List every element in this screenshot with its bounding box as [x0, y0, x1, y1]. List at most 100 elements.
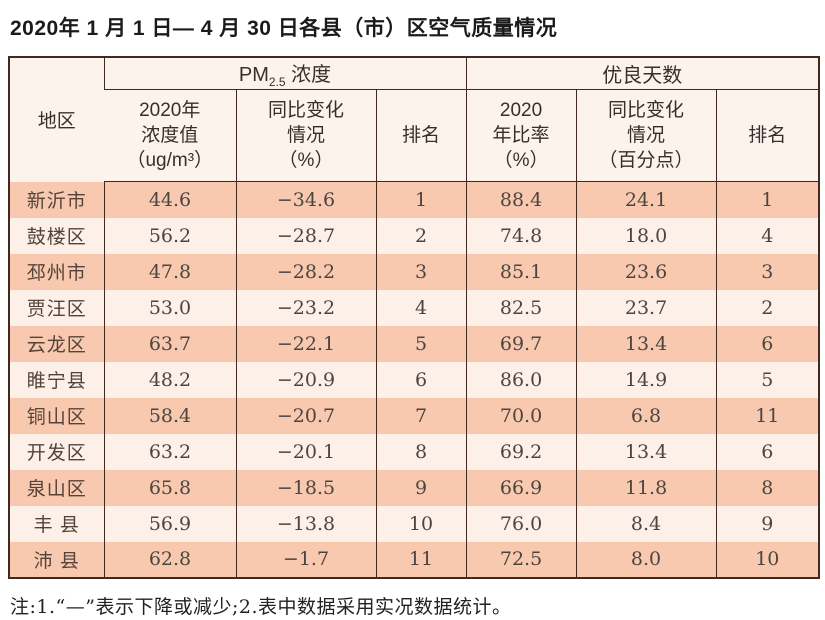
col-header-pm25-value: 2020年 浓度值 （ug/m³）: [104, 89, 236, 182]
table-row: 沛 县 62.8 −1.7 11 72.5 8.0 10: [9, 541, 820, 578]
cell-good-change: 6.8: [575, 397, 717, 434]
cell-region: 开发区: [26, 443, 87, 464]
cell-good-change: 23.6: [575, 253, 717, 290]
cell-pm25-change: −18.5: [235, 469, 376, 506]
cell-pm25-change: −28.2: [235, 253, 376, 290]
table-header: 地区 PM2.5 浓度 优良天数 2020年 浓度值 （ug/m³） 同比变化 …: [9, 57, 820, 182]
air-quality-table: 地区 PM2.5 浓度 优良天数 2020年 浓度值 （ug/m³） 同比变化 …: [8, 56, 821, 579]
cell-good-rank: 3: [715, 253, 820, 290]
cell-pm25-rank: 4: [375, 289, 467, 326]
cell-pm25-rank: 11: [375, 541, 467, 578]
cell-pm25-value: 47.8: [103, 253, 236, 290]
table-row: 邳州市 47.8 −28.2 3 85.1 23.6 3: [9, 253, 820, 290]
table-row: 开发区 63.2 −20.1 8 69.2 13.4 6: [9, 433, 820, 470]
table-row: 泉山区 65.8 −18.5 9 66.9 11.8 8: [9, 469, 820, 506]
cell-pm25-change: −13.8: [235, 505, 376, 542]
cell-pm25-value: 58.4: [103, 397, 236, 434]
col-header-pm25-rank: 排名: [375, 89, 467, 182]
cell-pm25-value: 53.0: [103, 289, 236, 326]
cell-good-change: 13.4: [575, 325, 717, 362]
cell-good-rank: 5: [715, 361, 820, 398]
footnote: 注:1.“—”表示下降或减少;2.表中数据采用实况数据统计。: [10, 595, 512, 618]
cell-good-rank: 4: [715, 217, 820, 254]
table-row: 贾汪区 53.0 −23.2 4 82.5 23.7 2: [9, 289, 820, 326]
cell-good-rank: 10: [715, 541, 820, 578]
table-body: 新沂市 44.6 −34.6 1 88.4 24.1 1 鼓楼区 56.2 −2…: [9, 181, 820, 578]
cell-region: 泉山区: [26, 479, 87, 500]
pm25-label-prefix: PM: [238, 64, 269, 86]
cell-pm25-change: −34.6: [235, 181, 376, 218]
cell-good-rate: 70.0: [465, 397, 577, 434]
cell-pm25-change: −20.1: [235, 433, 376, 470]
cell-region: 云龙区: [26, 335, 87, 356]
cell-region: 铜山区: [26, 407, 87, 428]
cell-good-rank: 6: [715, 433, 820, 470]
cell-pm25-rank: 8: [375, 433, 467, 470]
cell-good-rate: 69.2: [465, 433, 577, 470]
col-group-good-days: 优良天数: [465, 57, 820, 90]
cell-good-change: 23.7: [575, 289, 717, 326]
table-row: 铜山区 58.4 −20.7 7 70.0 6.8 11: [9, 397, 820, 434]
cell-good-rate: 69.7: [465, 325, 577, 362]
cell-good-rate: 72.5: [465, 541, 577, 578]
group-header-row: 地区 PM2.5 浓度 优良天数: [9, 57, 820, 182]
cell-region: 沛 县: [33, 550, 80, 572]
cell-good-rate: 74.8: [465, 217, 577, 254]
cell-good-change: 8.0: [575, 541, 717, 578]
cell-good-change: 13.4: [575, 433, 717, 470]
col-header-good-rate: 2020 年比率 （%）: [465, 89, 577, 182]
cell-pm25-change: −28.7: [235, 217, 376, 254]
cell-pm25-rank: 3: [375, 253, 467, 290]
table-row: 云龙区 63.7 −22.1 5 69.7 13.4 6: [9, 325, 820, 362]
pm25-label-subscript: 2.5: [268, 75, 286, 89]
table-row: 新沂市 44.6 −34.6 1 88.4 24.1 1: [9, 181, 820, 218]
cell-pm25-change: −20.7: [235, 397, 376, 434]
cell-good-change: 18.0: [575, 217, 717, 254]
cell-good-change: 8.4: [575, 505, 717, 542]
cell-pm25-change: −22.1: [235, 325, 376, 362]
col-header-pm25-change: 同比变化 情况 （%）: [235, 89, 376, 182]
cell-pm25-rank: 7: [375, 397, 467, 434]
pm25-label-suffix: 浓度: [285, 64, 332, 86]
cell-good-change: 11.8: [575, 469, 717, 506]
cell-region: 睢宁县: [26, 371, 87, 392]
cell-good-rank: 6: [715, 325, 820, 362]
cell-region: 鼓楼区: [26, 227, 87, 248]
cell-pm25-value: 65.8: [103, 469, 236, 506]
table-row: 睢宁县 48.2 −20.9 6 86.0 14.9 5: [9, 361, 820, 398]
cell-region: 邳州市: [26, 263, 87, 284]
cell-good-rank: 2: [715, 289, 820, 326]
cell-region: 新沂市: [26, 191, 87, 212]
cell-pm25-value: 63.2: [103, 433, 236, 470]
col-group-pm25: PM2.5 浓度: [103, 57, 467, 90]
table-row: 丰 县 56.9 −13.8 10 76.0 8.4 9: [9, 505, 820, 542]
cell-pm25-rank: 10: [375, 505, 467, 542]
cell-good-rate: 66.9: [465, 469, 577, 506]
cell-good-rate: 86.0: [465, 361, 577, 398]
cell-pm25-rank: 6: [375, 361, 467, 398]
cell-region: 贾汪区: [26, 299, 87, 320]
cell-pm25-change: −1.7: [235, 541, 376, 578]
cell-pm25-rank: 2: [375, 217, 467, 254]
cell-pm25-value: 56.9: [103, 505, 236, 542]
cell-good-rate: 76.0: [465, 505, 577, 542]
cell-pm25-rank: 9: [375, 469, 467, 506]
cell-pm25-rank: 1: [375, 181, 467, 218]
sub-header-row: 2020年 浓度值 （ug/m³） 同比变化 情况 （%） 排名 2020 年比…: [9, 89, 820, 182]
page-title: 2020年 1 月 1 日— 4 月 30 日各县（市）区空气质量情况: [10, 17, 558, 40]
cell-pm25-value: 48.2: [103, 361, 236, 398]
cell-good-rank: 1: [715, 181, 820, 218]
cell-good-change: 24.1: [575, 181, 717, 218]
col-header-good-rank: 排名: [715, 89, 820, 182]
cell-good-rate: 85.1: [465, 253, 577, 290]
cell-good-rank: 8: [715, 469, 820, 506]
cell-good-rank: 11: [715, 397, 820, 434]
table-row: 鼓楼区 56.2 −28.7 2 74.8 18.0 4: [9, 217, 820, 254]
cell-good-rank: 9: [715, 505, 820, 542]
cell-pm25-value: 62.8: [103, 541, 236, 578]
cell-pm25-value: 63.7: [103, 325, 236, 362]
cell-pm25-change: −23.2: [235, 289, 376, 326]
cell-pm25-value: 56.2: [103, 217, 236, 254]
col-header-region: 地区: [9, 57, 104, 182]
